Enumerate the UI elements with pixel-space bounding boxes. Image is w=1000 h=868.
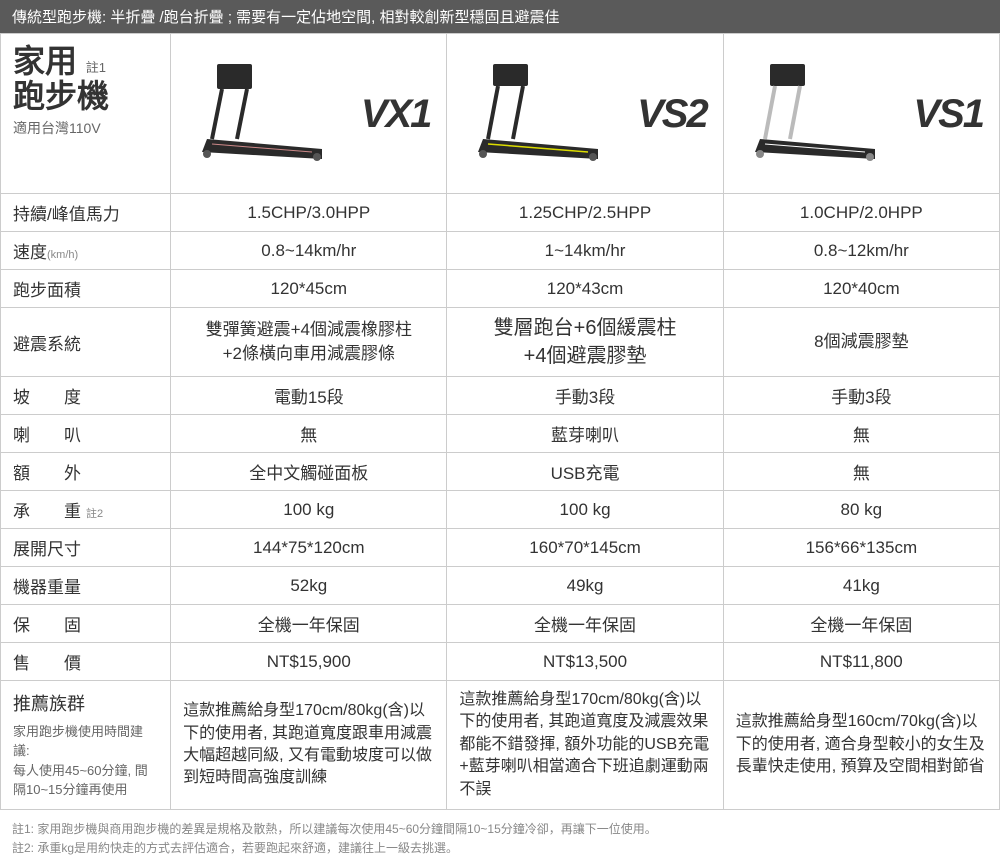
table-row-shock: 避震系統 雙彈簧避震+4個減震橡膠柱+2條橫向車用減震膠條 雙層跑台+6個緩震柱… (1, 308, 1000, 377)
row-label: 坡 度 (1, 377, 171, 415)
table-cell: 全中文觸碰面板 (171, 453, 447, 491)
table-row: 坡 度電動15段手動3段手動3段 (1, 377, 1000, 415)
header-title-line1: 家用 (13, 43, 77, 79)
header-sub: 適用台灣110V (13, 118, 162, 138)
recommend-label-sub: 家用跑步機使用時間建議:每人使用45~60分鐘, 間隔10~15分鐘再使用 (13, 722, 158, 800)
treadmill-icon (740, 54, 890, 174)
table-row: 售 價NT$15,900NT$13,500NT$11,800 (1, 643, 1000, 681)
table-cell: 144*75*120cm (171, 529, 447, 567)
footnote-2: 註2: 承重kg是用約快走的方式去評估適合，若要跑起來舒適，建議往上一級去挑選。 (12, 839, 988, 858)
table-cell: 52kg (171, 567, 447, 605)
table-cell: 1.5CHP/3.0HPP (171, 194, 447, 232)
header-note-1: 註1 (86, 60, 106, 75)
table-cell: 120*40cm (723, 270, 999, 308)
model-logo: VS2 (637, 92, 707, 137)
table-row: 承 重 註2100 kg100 kg80 kg (1, 491, 1000, 529)
table-cell: 1.25CHP/2.5HPP (447, 194, 723, 232)
shock-value-0: 雙彈簧避震+4個減震橡膠柱+2條橫向車用減震膠條 (171, 308, 447, 377)
table-row: 額 外全中文觸碰面板USB充電無 (1, 453, 1000, 491)
row-label: 速度(km/h) (1, 232, 171, 270)
row-label: 機器重量 (1, 567, 171, 605)
table-cell: 41kg (723, 567, 999, 605)
table-cell: 全機一年保固 (171, 605, 447, 643)
table-cell: NT$15,900 (171, 643, 447, 681)
model-logo: VS1 (913, 92, 983, 137)
table-cell: 100 kg (447, 491, 723, 529)
header-title-line2: 跑步機 (13, 79, 162, 114)
table-row: 機器重量52kg49kg41kg (1, 567, 1000, 605)
row-label: 展開尺寸 (1, 529, 171, 567)
table-cell: 1~14km/hr (447, 232, 723, 270)
table-cell: 手動3段 (723, 377, 999, 415)
table-row: 速度(km/h)0.8~14km/hr1~14km/hr0.8~12km/hr (1, 232, 1000, 270)
row-label: 避震系統 (1, 308, 171, 377)
table-cell: NT$11,800 (723, 643, 999, 681)
table-cell: 藍芽喇叭 (447, 415, 723, 453)
treadmill-icon (463, 54, 613, 174)
table-cell: 80 kg (723, 491, 999, 529)
table-cell: 120*43cm (447, 270, 723, 308)
table-row: 喇 叭無藍芽喇叭無 (1, 415, 1000, 453)
model-header-cell: VS2 (447, 34, 723, 194)
footnote-1: 註1: 家用跑步機與商用跑步機的差異是規格及散熱，所以建議每次使用45~60分鐘… (12, 820, 988, 839)
comparison-table: 家用 註1 跑步機 適用台灣110V (0, 33, 1000, 810)
row-label: 持續/峰值馬力 (1, 194, 171, 232)
table-cell: 電動15段 (171, 377, 447, 415)
table-cell: 49kg (447, 567, 723, 605)
table-cell: 0.8~14km/hr (171, 232, 447, 270)
table-row: 跑步面積120*45cm120*43cm120*40cm (1, 270, 1000, 308)
shock-value-1: 雙層跑台+6個緩震柱+4個避震膠墊 (447, 308, 723, 377)
model-logo: VX1 (361, 92, 431, 137)
recommend-label-main: 推薦族群 (13, 690, 158, 716)
table-row-recommend: 推薦族群 家用跑步機使用時間建議:每人使用45~60分鐘, 間隔10~15分鐘再… (1, 681, 1000, 810)
treadmill-icon (187, 54, 337, 174)
table-row: 展開尺寸144*75*120cm160*70*145cm156*66*135cm (1, 529, 1000, 567)
shock-value-2: 8個減震膠墊 (723, 308, 999, 377)
table-row: 持續/峰值馬力1.5CHP/3.0HPP1.25CHP/2.5HPP1.0CHP… (1, 194, 1000, 232)
table-cell: 全機一年保固 (723, 605, 999, 643)
recommend-label-cell: 推薦族群 家用跑步機使用時間建議:每人使用45~60分鐘, 間隔10~15分鐘再… (1, 681, 171, 810)
table-cell: 無 (171, 415, 447, 453)
table-row: 保 固全機一年保固全機一年保固全機一年保固 (1, 605, 1000, 643)
table-cell: USB充電 (447, 453, 723, 491)
row-label: 喇 叭 (1, 415, 171, 453)
header-bar: 傳統型跑步機: 半折疊 /跑台折疊 ; 需要有一定佔地空間, 相對較創新型穩固且… (0, 0, 1000, 33)
table-header-row: 家用 註1 跑步機 適用台灣110V (1, 34, 1000, 194)
table-cell: 無 (723, 415, 999, 453)
row-label: 售 價 (1, 643, 171, 681)
row-label: 跑步面積 (1, 270, 171, 308)
header-title-cell: 家用 註1 跑步機 適用台灣110V (1, 34, 171, 194)
recommend-value: 這款推薦給身型170cm/80kg(含)以下的使用者, 其跑道寬度及減震效果都能… (447, 681, 723, 810)
table-cell: 160*70*145cm (447, 529, 723, 567)
table-cell: 全機一年保固 (447, 605, 723, 643)
row-label: 保 固 (1, 605, 171, 643)
table-cell: 1.0CHP/2.0HPP (723, 194, 999, 232)
recommend-value: 這款推薦給身型160cm/70kg(含)以下的使用者, 適合身型較小的女生及長輩… (723, 681, 999, 810)
table-cell: NT$13,500 (447, 643, 723, 681)
table-cell: 手動3段 (447, 377, 723, 415)
row-label: 承 重 註2 (1, 491, 171, 529)
model-header-cell: VX1 (171, 34, 447, 194)
row-label: 額 外 (1, 453, 171, 491)
footnotes: 註1: 家用跑步機與商用跑步機的差異是規格及散熱，所以建議每次使用45~60分鐘… (0, 810, 1000, 868)
recommend-value: 這款推薦給身型170cm/80kg(含)以下的使用者, 其跑道寬度跟車用減震大幅… (171, 681, 447, 810)
model-header-cell: VS1 (723, 34, 999, 194)
table-cell: 0.8~12km/hr (723, 232, 999, 270)
table-cell: 120*45cm (171, 270, 447, 308)
table-cell: 無 (723, 453, 999, 491)
table-cell: 100 kg (171, 491, 447, 529)
table-cell: 156*66*135cm (723, 529, 999, 567)
